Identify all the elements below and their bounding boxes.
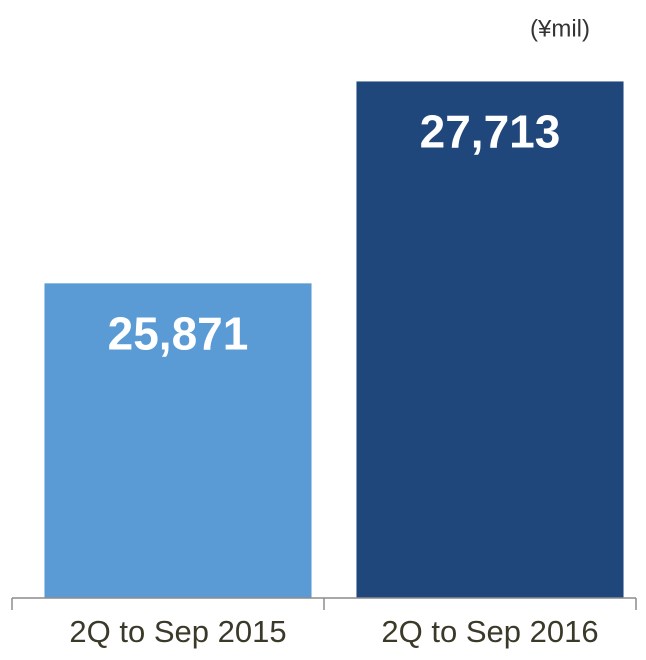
x-tick-label: 2Q to Sep 2015 xyxy=(69,614,286,649)
x-tick-label: 2Q to Sep 2016 xyxy=(381,614,598,649)
bar xyxy=(356,81,624,598)
unit-label: (¥mil) xyxy=(530,15,590,42)
value-label: 25,871 xyxy=(108,307,249,359)
bar xyxy=(44,283,312,598)
value-label: 27,713 xyxy=(420,106,561,158)
